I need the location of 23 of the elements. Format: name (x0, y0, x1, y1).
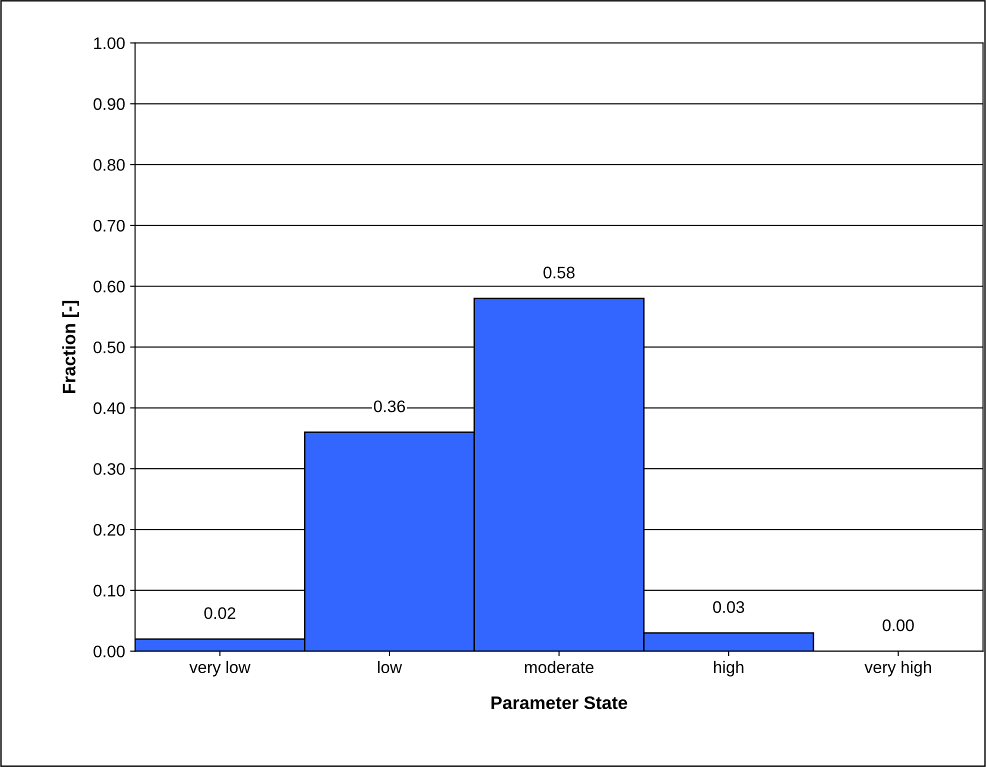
y-tick-label: 0.90 (94, 98, 125, 110)
x-tick-label: low (378, 660, 402, 674)
y-tick-label: 0.10 (94, 584, 125, 597)
y-tick-label: 0.70 (94, 220, 125, 232)
y-tick-label: 0.20 (94, 524, 125, 536)
y-tick-label: 0.60 (94, 280, 125, 292)
x-tick-label: high (714, 660, 744, 676)
y-tick-label: 0.80 (94, 159, 125, 171)
data-label: 0.02 (204, 607, 236, 620)
x-tick-label: moderate (524, 660, 594, 674)
x-tick-label: very high (864, 660, 931, 676)
y-tick-label: 0.30 (94, 463, 125, 475)
data-label: 0.03 (713, 601, 744, 613)
data-label: 0.58 (543, 266, 575, 278)
y-tick-label: 0.50 (94, 341, 125, 354)
y-tick-label: 0.40 (94, 402, 125, 414)
y-tick-label: 1.00 (94, 37, 125, 50)
y-axis-title: Fraction [-] (62, 300, 80, 393)
data-label: 0.36 (374, 400, 405, 412)
x-axis-title: Parameter State (492, 696, 628, 710)
y-tick-label: 0.00 (94, 646, 125, 658)
x-tick-label: very low (189, 660, 250, 676)
data-label: 0.00 (882, 619, 914, 632)
